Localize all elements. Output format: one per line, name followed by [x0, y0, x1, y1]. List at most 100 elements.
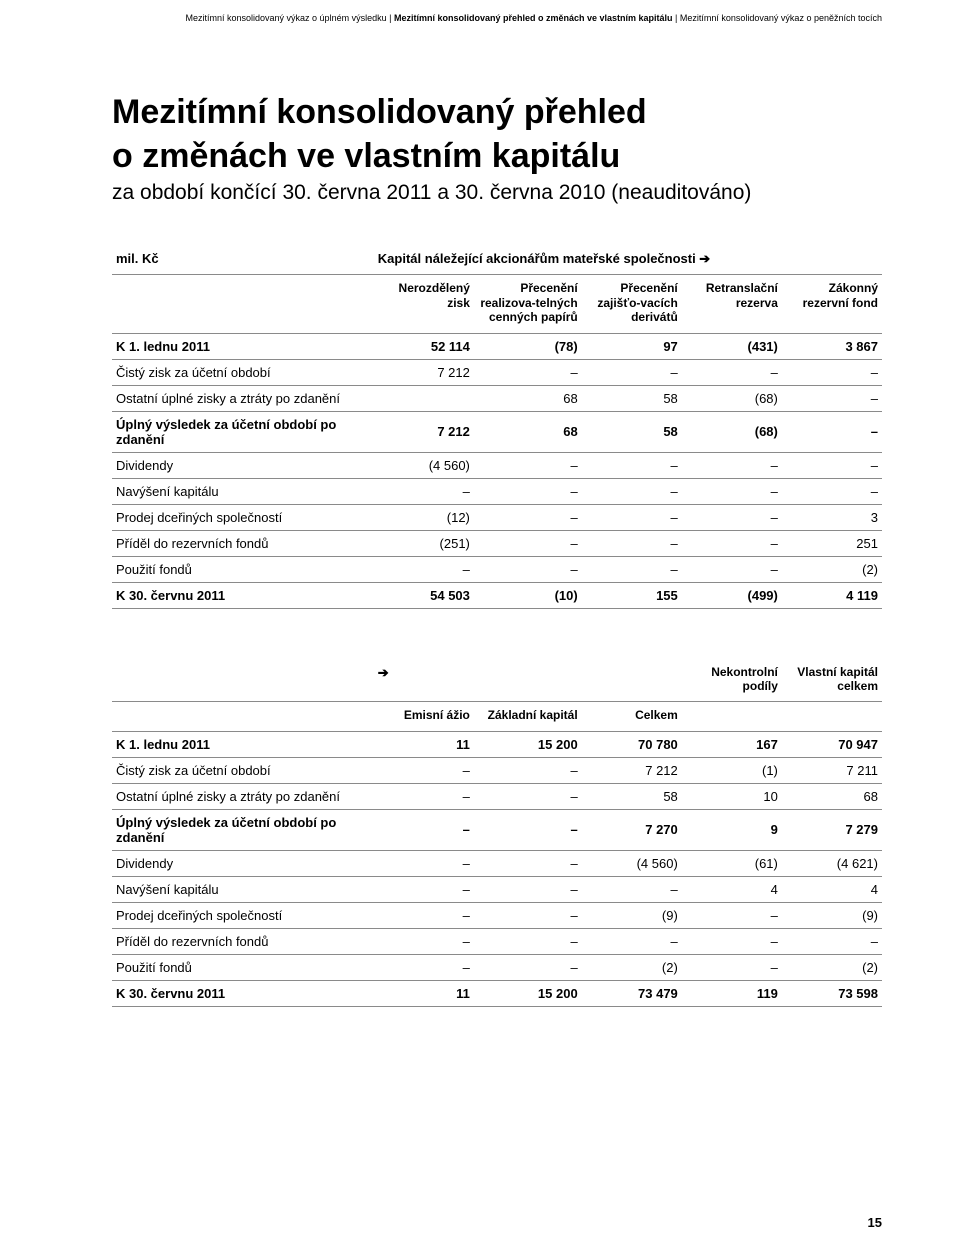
cell: –: [474, 809, 582, 850]
table-row: Dividendy(4 560)––––: [112, 452, 882, 478]
cell: [374, 385, 474, 411]
cell: –: [474, 954, 582, 980]
cell: –: [374, 902, 474, 928]
col-header: Přecenění realizova-telných cenných papí…: [474, 275, 582, 333]
table-row: Příděl do rezervních fondů–––––: [112, 928, 882, 954]
col-header: [782, 702, 882, 731]
cell: 7 212: [582, 757, 682, 783]
equity-table-2: ➔ Nekontrolní podíly Vlastní kapitál cel…: [112, 659, 882, 1007]
breadcrumb-seg3: Mezitímní konsolidovaný výkaz o peněžníc…: [680, 13, 882, 23]
cell: (2): [782, 556, 882, 582]
row-label: Použití fondů: [112, 954, 374, 980]
row-label: Čistý zisk za účetní období: [112, 359, 374, 385]
cell: –: [474, 478, 582, 504]
cell: –: [374, 850, 474, 876]
cell: –: [682, 556, 782, 582]
row-label: Použití fondů: [112, 556, 374, 582]
col-header: [682, 702, 782, 731]
cell: 68: [474, 411, 582, 452]
cell: 52 114: [374, 333, 474, 359]
table-row: Navýšení kapitálu–––––: [112, 478, 882, 504]
cell: –: [474, 556, 582, 582]
table-row: K 1. lednu 20111115 20070 78016770 947: [112, 731, 882, 757]
continuation-arrow: ➔: [374, 659, 582, 702]
cell: 7 279: [782, 809, 882, 850]
col-header: Přecenění zajišťo-vacích derivátů: [582, 275, 682, 333]
cell: –: [474, 452, 582, 478]
cell: –: [582, 478, 682, 504]
cell: –: [582, 530, 682, 556]
cell: (2): [782, 954, 882, 980]
cell: 68: [782, 783, 882, 809]
table-row: Prodej dceřiných společností(12)–––3: [112, 504, 882, 530]
col-header-blank: [112, 659, 374, 702]
page-number: 15: [868, 1215, 882, 1230]
cell: 167: [682, 731, 782, 757]
row-label: Čistý zisk za účetní období: [112, 757, 374, 783]
col-header: Základní kapitál: [474, 702, 582, 731]
page-title-line2: o změnách ve vlastním kapitálu: [112, 137, 882, 175]
table-row: Použití fondů––(2)–(2): [112, 954, 882, 980]
cell: –: [474, 530, 582, 556]
cell: –: [782, 452, 882, 478]
row-label: Prodej dceřiných společností: [112, 504, 374, 530]
row-label: Úplný výsledek za účetní období po zdaně…: [112, 411, 374, 452]
breadcrumb: Mezitímní konsolidovaný výkaz o úplném v…: [112, 12, 882, 25]
cell: –: [374, 928, 474, 954]
cell: 73 479: [582, 980, 682, 1006]
cell: –: [682, 452, 782, 478]
row-label: Navýšení kapitálu: [112, 478, 374, 504]
cell: (4 560): [374, 452, 474, 478]
cell: 58: [582, 783, 682, 809]
table-row: Ostatní úplné zisky a ztráty po zdanění6…: [112, 385, 882, 411]
col-header: Nerozdělený zisk: [374, 275, 474, 333]
table-row: Prodej dceřiných společností––(9)–(9): [112, 902, 882, 928]
table-row: Dividendy––(4 560)(61)(4 621): [112, 850, 882, 876]
row-label: Příděl do rezervních fondů: [112, 928, 374, 954]
cell: 119: [682, 980, 782, 1006]
cell: 15 200: [474, 731, 582, 757]
cell: (68): [682, 385, 782, 411]
table-row: Čistý zisk za účetní období––7 212(1)7 2…: [112, 757, 882, 783]
cell: (10): [474, 582, 582, 608]
breadcrumb-seg2: Mezitímní konsolidovaný přehled o změnác…: [394, 13, 673, 23]
page-subtitle: za období končící 30. června 2011 a 30. …: [112, 181, 882, 205]
cell: –: [682, 359, 782, 385]
cell: 155: [582, 582, 682, 608]
cell: 68: [474, 385, 582, 411]
cell: (61): [682, 850, 782, 876]
group-header: Kapitál náležející akcionářům mateřské s…: [374, 245, 882, 275]
col-header-blank: [112, 275, 374, 333]
cell: (2): [582, 954, 682, 980]
cell: –: [582, 359, 682, 385]
cell: –: [374, 876, 474, 902]
cell: –: [682, 478, 782, 504]
cell: (12): [374, 504, 474, 530]
cell: –: [474, 359, 582, 385]
cell: –: [782, 359, 882, 385]
cell: –: [782, 478, 882, 504]
cell: (431): [682, 333, 782, 359]
cell: –: [374, 478, 474, 504]
table-row: Použití fondů––––(2): [112, 556, 882, 582]
table-row: Úplný výsledek za účetní období po zdaně…: [112, 411, 882, 452]
cell: –: [374, 783, 474, 809]
cell: 4 119: [782, 582, 882, 608]
table-row: Navýšení kapitálu–––44: [112, 876, 882, 902]
cell: –: [582, 556, 682, 582]
cell: 9: [682, 809, 782, 850]
cell: –: [682, 504, 782, 530]
row-label: K 1. lednu 2011: [112, 333, 374, 359]
cell: (68): [682, 411, 782, 452]
table-row: Ostatní úplné zisky a ztráty po zdanění–…: [112, 783, 882, 809]
cell: –: [474, 902, 582, 928]
cell: –: [782, 411, 882, 452]
cell: –: [474, 850, 582, 876]
row-label: Dividendy: [112, 452, 374, 478]
row-label: Příděl do rezervních fondů: [112, 530, 374, 556]
col-header: Emisní ážio: [374, 702, 474, 731]
cell: –: [474, 783, 582, 809]
col-header: Zákonný rezervní fond: [782, 275, 882, 333]
row-label: K 1. lednu 2011: [112, 731, 374, 757]
cell: (9): [782, 902, 882, 928]
